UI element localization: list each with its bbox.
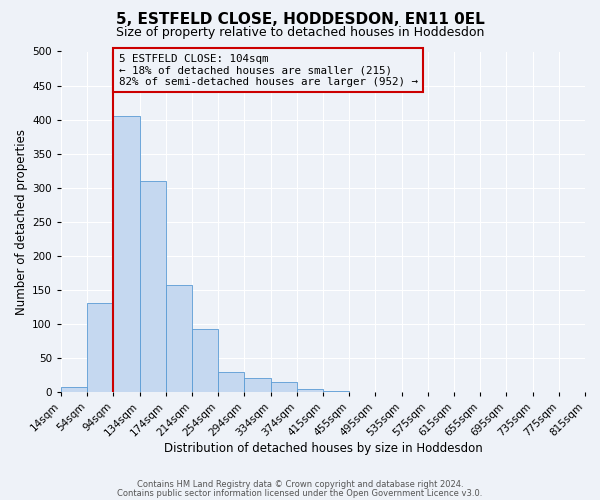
Y-axis label: Number of detached properties: Number of detached properties [15,128,28,314]
Bar [113,116,140,392]
Bar [140,181,166,392]
Text: Contains HM Land Registry data © Crown copyright and database right 2024.: Contains HM Land Registry data © Crown c… [137,480,463,489]
Bar [61,387,87,392]
Text: Size of property relative to detached houses in Hoddesdon: Size of property relative to detached ho… [116,26,484,39]
Text: 5 ESTFELD CLOSE: 104sqm
← 18% of detached houses are smaller (215)
82% of semi-d: 5 ESTFELD CLOSE: 104sqm ← 18% of detache… [119,54,418,86]
Text: 5, ESTFELD CLOSE, HODDESDON, EN11 0EL: 5, ESTFELD CLOSE, HODDESDON, EN11 0EL [116,12,484,28]
X-axis label: Distribution of detached houses by size in Hoddesdon: Distribution of detached houses by size … [164,442,482,455]
Bar [166,285,192,392]
Bar [244,378,271,392]
Bar [87,304,113,392]
Bar [192,330,218,392]
Bar [218,372,244,392]
Bar [297,388,323,392]
Bar [271,382,297,392]
Text: Contains public sector information licensed under the Open Government Licence v3: Contains public sector information licen… [118,488,482,498]
